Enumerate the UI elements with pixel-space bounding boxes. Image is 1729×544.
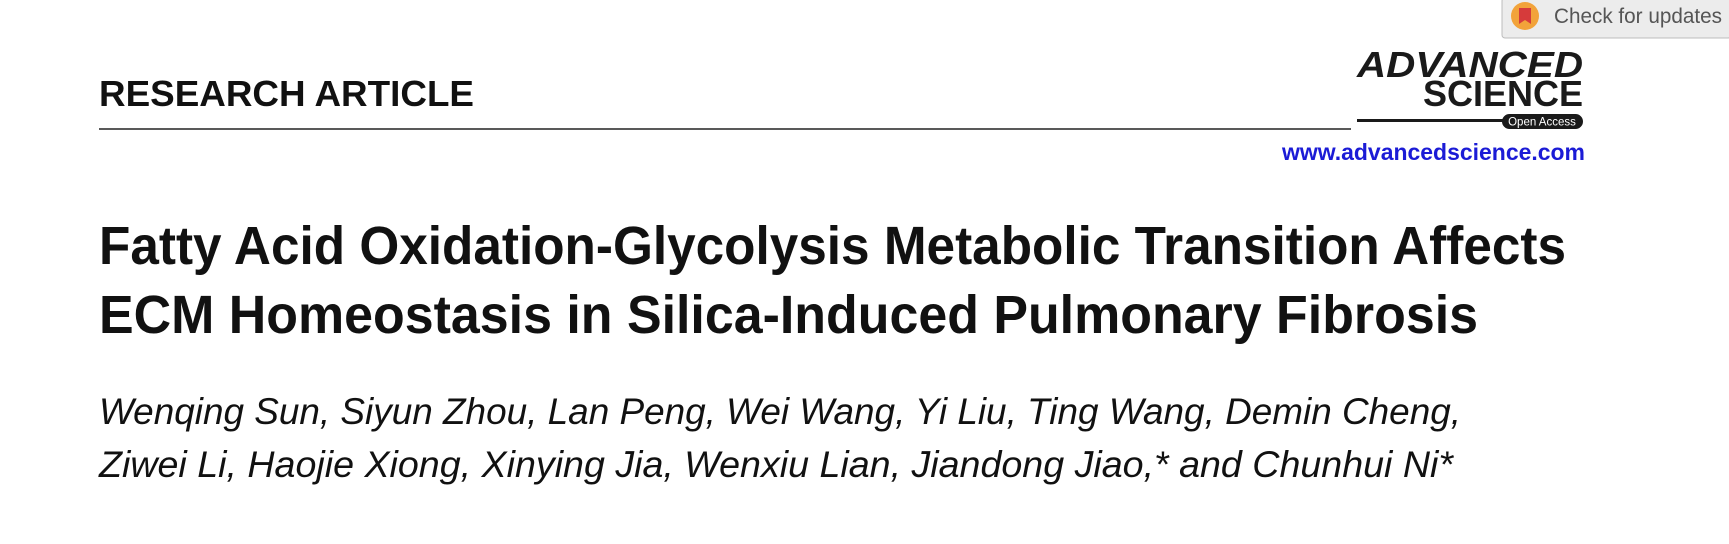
logo-bar (1357, 119, 1505, 122)
journal-url[interactable]: www.advancedscience.com (1281, 139, 1585, 165)
logo-line1: ADVANCED (1356, 44, 1583, 85)
title-line: Fatty Acid Oxidation-Glycolysis Metaboli… (99, 216, 1566, 276)
logo-badge-text: Open Access (1508, 117, 1576, 129)
section-label: RESEARCH ARTICLE (99, 73, 474, 114)
update-icon-bookmark (1519, 8, 1531, 24)
title-line: ECM Homeostasis in Silica-Induced Pulmon… (99, 285, 1478, 345)
author-line: Ziwei Li, Haojie Xiong, Xinying Jia, Wen… (98, 444, 1455, 485)
check-updates-button[interactable]: Check for updates (1501, 0, 1729, 39)
check-updates-text[interactable]: Check for updates (1554, 5, 1722, 28)
journal-logo: ADVANCED SCIENCE Open Access (1356, 44, 1583, 129)
author-line: Wenqing Sun, Siyun Zhou, Lan Peng, Wei W… (99, 391, 1461, 432)
logo-line2: SCIENCE (1423, 73, 1583, 114)
button-frame[interactable] (1501, 0, 1729, 39)
logo-badge (1502, 114, 1583, 129)
